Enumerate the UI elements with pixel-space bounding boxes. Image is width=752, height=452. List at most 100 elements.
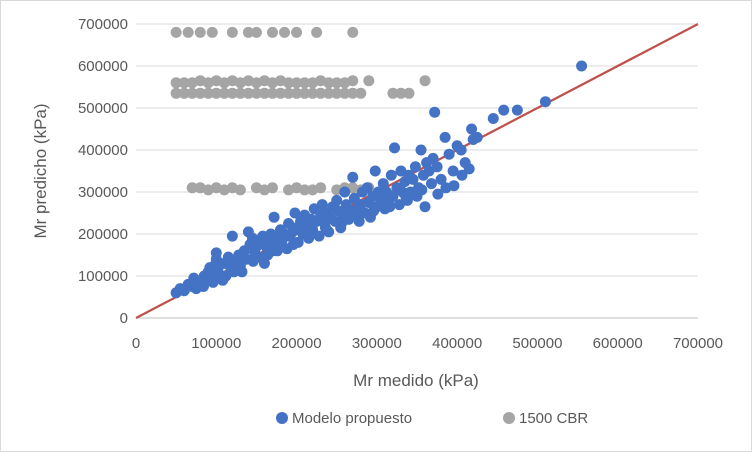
data-point: [439, 131, 451, 143]
data-point: [186, 182, 198, 194]
data-point: [226, 87, 238, 99]
data-point: [287, 239, 299, 250]
x-tick-label: 100000: [191, 335, 241, 352]
data-point: [315, 87, 327, 99]
data-point: [234, 184, 246, 196]
data-point: [419, 75, 431, 87]
data-point: [316, 199, 328, 211]
data-point: [319, 222, 331, 234]
data-point: [217, 274, 229, 286]
y-tick-label: 300000: [78, 184, 128, 201]
data-point: [291, 87, 303, 99]
data-point: [387, 87, 399, 99]
data-point: [313, 230, 325, 242]
data-point: [347, 171, 359, 183]
x-tick-label: 600000: [593, 335, 643, 352]
legend: Modelo propuesto 1500 CBR: [276, 410, 588, 427]
data-point: [456, 169, 468, 181]
data-point: [218, 87, 230, 99]
y-tick-label: 400000: [78, 142, 128, 159]
data-point: [415, 144, 427, 156]
data-point: [385, 169, 397, 181]
data-point: [315, 182, 327, 194]
data-point: [250, 26, 262, 38]
data-point: [170, 87, 182, 99]
data-point: [368, 205, 380, 217]
data-point: [369, 165, 381, 177]
data-point: [202, 87, 214, 99]
data-point: [283, 87, 295, 99]
data-point: [197, 281, 209, 292]
data-point: [182, 26, 194, 38]
data-point: [389, 142, 401, 154]
x-tick-label: 400000: [432, 335, 482, 352]
data-point: [291, 77, 303, 89]
data-point: [291, 26, 303, 38]
data-point: [448, 180, 460, 192]
tick-labels: 0 100000 200000 300000 400000 500000 600000 700…: [78, 16, 723, 352]
data-point: [194, 87, 206, 99]
data-point: [443, 148, 455, 160]
data-point: [258, 257, 270, 269]
y-tick-label: 600000: [78, 58, 128, 75]
data-point: [576, 60, 588, 72]
data-point: [416, 184, 428, 196]
data-point: [178, 87, 190, 99]
data-point: [323, 87, 335, 99]
data-point: [352, 209, 364, 221]
data-point: [384, 201, 396, 213]
data-point: [299, 77, 311, 89]
data-point: [387, 190, 399, 202]
data-point: [455, 144, 467, 156]
data-point: [170, 26, 182, 38]
data-point: [194, 26, 206, 38]
data-point: [207, 276, 219, 288]
data-point: [170, 77, 182, 89]
data-point: [447, 165, 459, 177]
legend-item-modelo-propuesto[interactable]: Modelo propuesto: [276, 410, 412, 427]
data-point: [339, 186, 351, 198]
data-point: [226, 230, 238, 242]
data-point: [336, 218, 348, 229]
data-point: [377, 178, 389, 190]
series-modelo-propuesto: [170, 60, 588, 299]
data-point: [331, 87, 343, 99]
legend-label-1500-cbr: 1500 CBR: [519, 410, 588, 427]
data-point: [339, 87, 351, 99]
data-point: [347, 75, 359, 87]
data-point: [210, 247, 222, 259]
data-point: [432, 188, 444, 200]
data-point: [242, 26, 254, 38]
data-point: [347, 26, 359, 38]
data-point: [403, 87, 415, 99]
data-point: [425, 178, 437, 190]
data-point: [242, 87, 254, 99]
data-point: [363, 75, 375, 87]
data-points: [170, 26, 588, 299]
data-point: [431, 161, 443, 173]
legend-label-modelo-propuesto: Modelo propuesto: [292, 410, 412, 427]
data-point: [279, 26, 291, 38]
data-point: [435, 173, 447, 185]
data-point: [355, 87, 367, 99]
y-tick-label: 700000: [78, 16, 128, 33]
data-point: [395, 87, 407, 99]
data-point: [186, 87, 198, 99]
data-point: [331, 194, 343, 206]
data-point: [361, 182, 373, 194]
data-point: [487, 113, 499, 124]
y-axis-title: Mr predicho (kPa): [31, 103, 50, 238]
data-point: [347, 87, 359, 99]
y-tick-label: 0: [120, 310, 128, 327]
data-point: [419, 201, 431, 213]
y-tick-label: 100000: [78, 268, 128, 285]
data-point: [303, 228, 315, 240]
data-point: [266, 26, 278, 38]
data-point: [466, 123, 478, 135]
x-tick-label: 500000: [512, 335, 562, 352]
y-tick-label: 200000: [78, 226, 128, 243]
data-point: [266, 87, 278, 99]
legend-item-1500-cbr[interactable]: 1500 CBR: [503, 410, 588, 427]
data-point: [299, 184, 311, 196]
